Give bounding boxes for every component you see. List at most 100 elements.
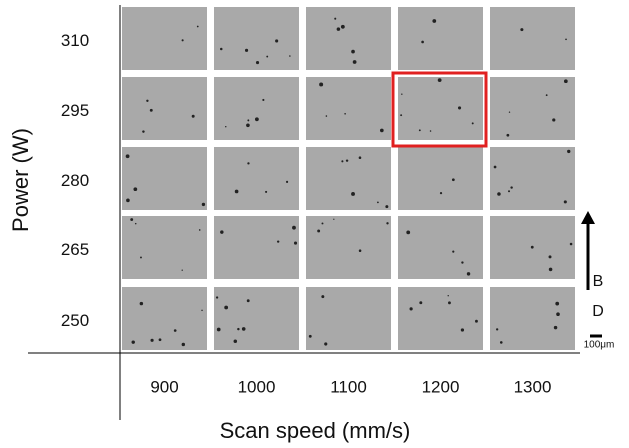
pore	[196, 25, 199, 28]
y-tick-label: 310	[61, 31, 89, 50]
pore	[255, 61, 260, 65]
pore	[569, 242, 573, 246]
pore	[460, 328, 465, 332]
y-axis-title: Power (W)	[8, 128, 33, 232]
pore	[321, 295, 325, 299]
pore	[247, 162, 250, 165]
y-tick-label: 265	[61, 240, 89, 259]
micrograph	[490, 147, 575, 210]
pore	[225, 125, 227, 128]
pore	[497, 192, 501, 196]
pore	[563, 79, 568, 84]
pore	[548, 255, 552, 259]
micrograph	[214, 287, 299, 350]
pore	[325, 115, 328, 117]
micrograph	[122, 216, 207, 279]
pore	[351, 192, 355, 196]
pore	[471, 122, 474, 125]
pore	[234, 189, 239, 194]
micrograph	[214, 77, 299, 140]
pore	[146, 99, 149, 102]
pore	[406, 230, 411, 235]
pore	[358, 249, 362, 252]
pore	[319, 82, 324, 87]
pore	[385, 205, 389, 209]
pore	[126, 198, 130, 203]
pore	[341, 160, 344, 163]
pore	[149, 108, 153, 112]
pore	[530, 245, 534, 249]
micrograph	[306, 7, 391, 70]
pore	[340, 24, 345, 29]
pore	[334, 17, 337, 20]
y-tick-label: 280	[61, 171, 89, 190]
pore	[439, 192, 443, 195]
pore	[293, 241, 298, 245]
y-tick-label: 250	[61, 311, 89, 330]
pore	[351, 49, 355, 54]
micrograph	[490, 287, 575, 350]
pore	[285, 180, 289, 183]
pore	[247, 119, 250, 122]
micrograph	[398, 287, 483, 350]
scale-bar-label: 100μm	[584, 340, 615, 351]
pore	[508, 190, 511, 193]
micrograph	[122, 77, 207, 140]
pore	[265, 190, 268, 193]
micrograph	[490, 77, 575, 140]
pore	[142, 130, 145, 133]
pore	[567, 149, 571, 154]
pore	[437, 78, 442, 83]
x-axis-title: Scan speed (mm/s)	[220, 418, 411, 443]
pore	[553, 325, 558, 330]
pore	[336, 27, 341, 31]
micrograph	[490, 7, 575, 70]
pore	[244, 48, 249, 52]
pore	[173, 329, 177, 332]
pore	[292, 225, 296, 230]
pore	[418, 129, 421, 132]
micrograph	[122, 7, 207, 70]
pore	[499, 341, 503, 344]
pore	[125, 154, 130, 159]
pore	[333, 218, 335, 220]
pore	[495, 328, 499, 331]
build-letter: B	[593, 273, 604, 290]
pore	[181, 39, 184, 42]
pore	[457, 106, 462, 110]
micrograph	[398, 147, 483, 210]
highlight-box	[391, 71, 488, 148]
pore	[377, 201, 379, 204]
x-tick-label: 1200	[422, 377, 460, 396]
pore	[556, 312, 560, 317]
pore	[131, 340, 135, 344]
pore	[233, 339, 238, 343]
pore	[246, 123, 250, 128]
pore	[545, 94, 548, 97]
micrograph	[122, 287, 207, 350]
x-tick-label: 1000	[238, 377, 276, 396]
micrograph	[214, 147, 299, 210]
pore	[140, 256, 142, 259]
pore	[345, 159, 349, 162]
pore	[130, 218, 134, 221]
pore	[198, 229, 201, 231]
pore	[352, 60, 357, 64]
pore	[317, 229, 321, 233]
pore	[432, 19, 437, 23]
pore	[461, 261, 464, 264]
pore	[181, 269, 183, 271]
pore	[158, 338, 162, 342]
pore	[275, 39, 279, 43]
pore	[510, 186, 513, 189]
micrograph	[398, 216, 483, 279]
pore	[201, 202, 206, 207]
micrograph	[306, 147, 391, 210]
pore	[447, 295, 449, 297]
pore	[452, 250, 455, 253]
build-letter: D	[592, 303, 604, 320]
pore	[215, 296, 219, 299]
pore	[246, 299, 250, 303]
pore	[379, 128, 384, 133]
